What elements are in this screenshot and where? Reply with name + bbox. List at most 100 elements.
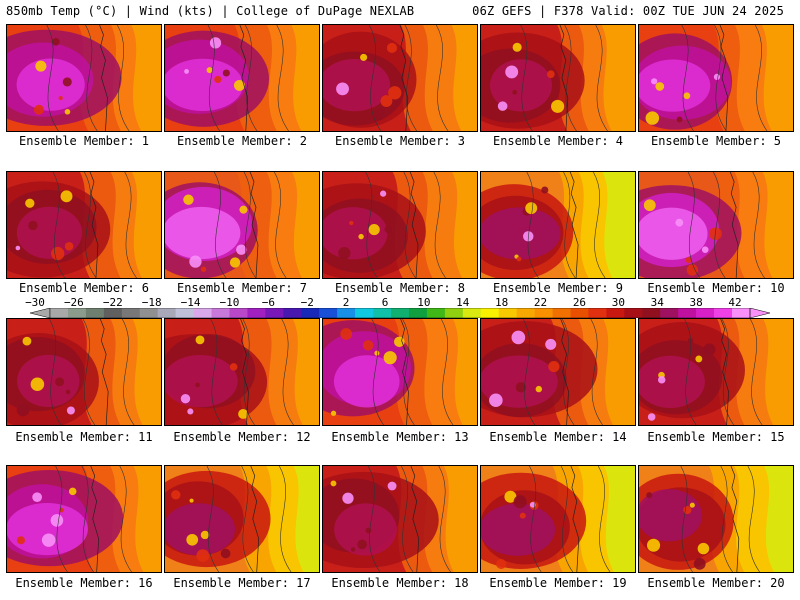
ensemble-member-caption: Ensemble Member: 19 [489,576,627,590]
colorbar-swatch [570,308,589,318]
colorbar-swatch [444,308,464,318]
ensemble-member-caption: Ensemble Member: 15 [647,430,785,444]
colorbar-tick-label: 30 [611,296,625,309]
colorbar-swatch [678,308,697,318]
colorbar-swatch [462,308,482,318]
colorbar-tick-label: 22 [533,296,548,309]
colorbar-swatch [121,308,141,318]
ensemble-member-caption: Ensemble Member: 6 [18,281,150,295]
colorbar-swatch [50,308,69,318]
colorbar-swatch [301,308,320,318]
colorbar-swatch [355,308,374,318]
colorbar-swatch [642,308,661,318]
colorbar-swatch [139,308,158,318]
ensemble-map-panel [322,24,478,132]
ensemble-member-caption: Ensemble Member: 2 [176,134,308,148]
colorbar-tick-label: 38 [689,296,703,309]
ensemble-member-caption: Ensemble Member: 16 [15,576,153,590]
ensemble-member-caption: Ensemble Member: 17 [173,576,311,590]
ensemble-map-panel [322,171,478,279]
colorbar-tick-label: −26 [63,296,84,309]
colorbar-swatch [157,308,176,318]
colorbar-swatch [552,308,571,318]
temperature-map [323,25,477,131]
colorbar-swatch [606,308,625,318]
ensemble-map-panel [480,318,636,426]
ensemble-member-caption: Ensemble Member: 3 [334,134,466,148]
ensemble-member-caption: Ensemble Member: 4 [492,134,624,148]
ensemble-map-panel [480,24,636,132]
ensemble-member-caption: Ensemble Member: 18 [331,576,469,590]
ensemble-member-caption: Ensemble Member: 9 [492,281,624,295]
temperature-map [7,319,161,425]
ensemble-map-panel [480,465,636,573]
ensemble-map-panel [6,318,162,426]
temperature-map [481,319,635,425]
ensemble-map-panel [322,465,478,573]
colorbar-tick-label: 34 [650,296,664,309]
temperature-map [481,25,635,131]
ensemble-map-panel [638,318,794,426]
colorbar-swatch [480,308,500,318]
temperature-map [481,172,635,278]
ensemble-map-panel [480,171,636,279]
colorbar-swatch [714,308,733,318]
colorbar-swatch [660,308,679,318]
colorbar-tick-label: −30 [25,296,45,309]
ensemble-member-caption: Ensemble Member: 10 [647,281,785,295]
temperature-map [165,466,319,572]
ensemble-member-caption: Ensemble Member: 7 [176,281,308,295]
colorbar-swatch [85,308,105,318]
ensemble-member-caption: Ensemble Member: 11 [15,430,153,444]
temperature-colorbar [30,308,770,318]
temperature-map [639,319,793,425]
colorbar-swatch [732,308,751,318]
ensemble-map-panel [6,24,162,132]
ensemble-map-panel [322,318,478,426]
colorbar-tick-label: −18 [141,296,162,309]
temperature-map [323,466,477,572]
colorbar-tick-label: 6 [381,296,389,309]
colorbar-swatch [373,308,392,318]
colorbar-swatch [175,308,194,318]
temperature-map [7,466,161,572]
ensemble-member-caption: Ensemble Member: 20 [647,576,785,590]
colorbar-swatch [103,308,123,318]
colorbar-swatch [391,308,410,318]
ensemble-member-caption: Ensemble Member: 8 [334,281,466,295]
colorbar-tick-label: −14 [180,296,201,309]
colorbar-tick-label: −6 [261,296,275,309]
temperature-map [323,319,477,425]
colorbar-swatch [265,308,284,318]
colorbar-swatch [193,308,212,318]
ensemble-member-caption: Ensemble Member: 12 [173,430,311,444]
colorbar-swatch [696,308,715,318]
ensemble-member-caption: Ensemble Member: 1 [18,134,150,148]
colorbar-swatch [319,308,338,318]
colorbar-swatch [498,308,517,318]
colorbar-tick-label: 14 [456,296,470,309]
colorbar-swatch [247,308,266,318]
ensemble-member-caption: Ensemble Member: 14 [489,430,627,444]
temperature-map [7,25,161,131]
colorbar-tick-label: −10 [219,296,240,309]
run-valid-time: 06Z GEFS | F378 Valid: 00Z TUE JUN 24 20… [472,4,784,18]
temperature-map [165,319,319,425]
temperature-map [165,172,319,278]
ensemble-map-panel [164,24,320,132]
ensemble-map-panel [6,465,162,573]
temperature-map [323,172,477,278]
ensemble-map-panel [164,171,320,279]
temperature-map [639,25,793,131]
colorbar-swatch [426,308,446,318]
ensemble-map-panel [638,465,794,573]
colorbar-swatch [67,308,87,318]
ensemble-map-panel [164,465,320,573]
temperature-map [481,466,635,572]
map-title: 850mb Temp (°C) | Wind (kts) | College o… [6,4,415,18]
colorbar-swatch [337,308,356,318]
colorbar-tick-label: 18 [495,296,509,309]
colorbar-tick-label: −2 [300,296,314,309]
ensemble-map-panel [638,24,794,132]
colorbar-swatch [588,308,607,318]
